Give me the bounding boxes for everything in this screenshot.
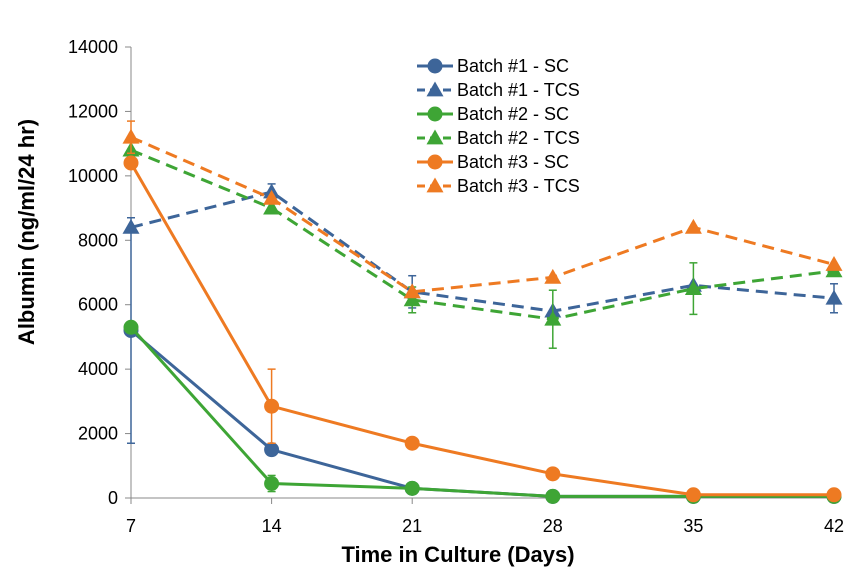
series-batch-3-sc <box>123 155 842 503</box>
series-line <box>130 148 835 321</box>
legend-label: Batch #1 - TCS <box>457 80 580 100</box>
data-point <box>826 487 842 503</box>
series-layer <box>122 120 843 504</box>
series-batch-2-sc <box>123 319 842 504</box>
data-point <box>403 291 421 307</box>
data-point <box>544 310 562 326</box>
y-axis-title: Albumin (ng/ml/24 hr) <box>14 119 39 345</box>
data-point <box>264 476 280 492</box>
series-batch-1-tcs <box>122 183 843 318</box>
x-tick-label: 28 <box>543 516 563 536</box>
x-tick-label: 42 <box>824 516 844 536</box>
data-point <box>825 255 843 271</box>
y-axis-ticks: 0 2000 4000 6000 8000 10000 12000 14000 <box>68 37 131 508</box>
x-axis-ticks: 7 14 21 28 35 42 <box>126 498 844 536</box>
data-point <box>122 218 140 234</box>
data-point <box>685 487 701 503</box>
y-tick-label: 2000 <box>78 424 118 444</box>
y-tick-label: 0 <box>108 488 118 508</box>
data-point <box>264 442 280 458</box>
data-point <box>122 128 140 144</box>
data-point <box>545 488 561 504</box>
data-point <box>123 155 139 171</box>
series-line <box>129 326 834 498</box>
data-point <box>263 199 281 215</box>
series-line <box>130 329 834 498</box>
y-tick-label: 4000 <box>78 359 118 379</box>
legend-marker <box>426 81 444 97</box>
legend-label: Batch #2 - TCS <box>457 128 580 148</box>
data-point <box>404 435 420 451</box>
data-point <box>264 398 280 414</box>
series-line <box>130 190 835 313</box>
legend: Batch #1 - SC Batch #1 - TCS Batch #2 - SC… <box>417 56 580 196</box>
data-point <box>545 466 561 482</box>
legend-marker <box>427 58 443 74</box>
x-axis-title: Time in Culture (Days) <box>341 542 574 567</box>
series-batch-3-tcs <box>122 120 843 299</box>
x-tick-label: 7 <box>126 516 136 536</box>
legend-marker <box>426 177 444 193</box>
y-tick-label: 12000 <box>68 101 118 121</box>
data-point <box>263 189 281 205</box>
data-point <box>825 289 843 305</box>
legend-marker <box>427 154 443 170</box>
series-batch-2-tcs <box>122 141 843 349</box>
series-line <box>129 162 834 497</box>
x-tick-label: 35 <box>683 516 703 536</box>
legend-marker <box>426 129 444 145</box>
data-point <box>684 280 702 295</box>
x-tick-label: 14 <box>262 516 282 536</box>
y-tick-label: 14000 <box>68 37 118 57</box>
series-batch-1-sc <box>123 216 842 504</box>
data-point <box>684 218 702 234</box>
legend-label: Batch #3 - SC <box>457 152 569 172</box>
y-tick-label: 10000 <box>68 166 118 186</box>
data-point <box>403 283 421 299</box>
data-point <box>404 480 420 496</box>
y-tick-label: 8000 <box>78 230 118 250</box>
data-point <box>123 319 139 335</box>
data-point <box>544 268 562 284</box>
legend-marker <box>427 106 443 122</box>
y-tick-label: 6000 <box>78 295 118 315</box>
legend-label: Batch #3 - TCS <box>457 176 580 196</box>
series-line <box>130 135 835 294</box>
legend-label: Batch #1 - SC <box>457 56 569 76</box>
legend-label: Batch #2 - SC <box>457 104 569 124</box>
x-tick-label: 21 <box>402 516 422 536</box>
